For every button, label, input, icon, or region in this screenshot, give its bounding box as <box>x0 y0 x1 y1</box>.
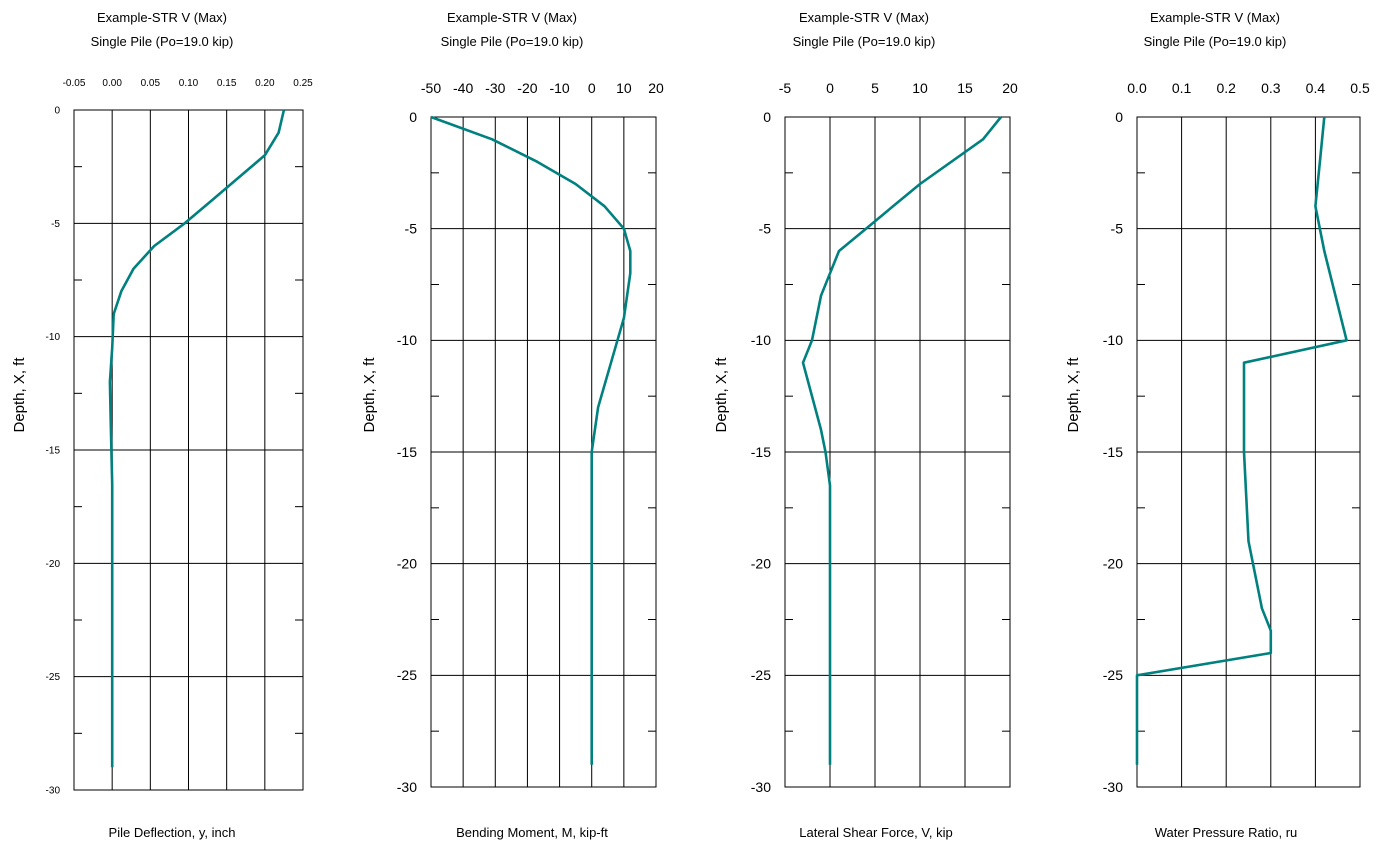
x-axis-label: Lateral Shear Force, V, kip <box>799 825 952 840</box>
chart-subtitle: Single Pile (Po=19.0 kip) <box>441 34 584 49</box>
x-tick-label: -30 <box>485 80 505 96</box>
plot-frame <box>430 116 657 788</box>
chart-panel-bending-moment: Example-STR V (Max) Single Pile (Po=19.0… <box>361 10 664 840</box>
plot-frame <box>784 116 1011 788</box>
chart-subtitle: Single Pile (Po=19.0 kip) <box>1144 34 1287 49</box>
x-tick-label: 20 <box>648 80 664 96</box>
x-tick-label: 0.00 <box>102 78 122 89</box>
y-tick-label: -20 <box>397 556 417 572</box>
series-line <box>108 109 286 768</box>
chart-panel-shear-force: Example-STR V (Max) Single Pile (Po=19.0… <box>713 10 1018 840</box>
x-tick-label: -20 <box>517 80 537 96</box>
y-axis-label: Depth, X, ft <box>713 357 730 433</box>
plot-frame <box>73 109 304 791</box>
chart-title: Example-STR V (Max) <box>447 10 577 25</box>
x-tick-label: 10 <box>616 80 632 96</box>
y-tick-label: 0 <box>54 106 60 117</box>
x-tick-label: -5 <box>779 80 792 96</box>
chart-subtitle: Single Pile (Po=19.0 kip) <box>91 34 234 49</box>
x-axis-label: Pile Deflection, y, inch <box>109 825 236 840</box>
y-tick-label: -10 <box>751 332 771 348</box>
chart-title: Example-STR V (Max) <box>799 10 929 25</box>
x-tick-label: 0.20 <box>255 78 275 89</box>
y-tick-label: -5 <box>759 221 772 237</box>
y-tick-label: -20 <box>1103 556 1123 572</box>
chart-panel-deflection: Example-STR V (Max) Single Pile (Po=19.0… <box>11 10 313 840</box>
y-tick-label: -15 <box>397 444 417 460</box>
y-tick-label: -5 <box>1111 221 1124 237</box>
y-tick-label: -20 <box>46 559 61 570</box>
series-line <box>1135 116 1348 765</box>
y-axis-label: Depth, X, ft <box>11 357 28 433</box>
y-tick-label: -30 <box>46 786 61 797</box>
y-tick-label: -10 <box>397 332 417 348</box>
x-axis-label: Bending Moment, M, kip-ft <box>456 825 608 840</box>
series-line <box>801 116 1003 765</box>
x-tick-label: 0.3 <box>1261 80 1281 96</box>
y-tick-label: -15 <box>1103 444 1123 460</box>
y-tick-label: 0 <box>409 109 417 125</box>
series-line <box>430 115 632 765</box>
x-tick-label: 0.25 <box>293 78 313 89</box>
x-tick-label: 0.15 <box>217 78 237 89</box>
x-tick-label: 0.1 <box>1172 80 1192 96</box>
y-axis-label: Depth, X, ft <box>1065 357 1082 433</box>
y-tick-label: -25 <box>397 667 417 683</box>
y-tick-label: -15 <box>751 444 771 460</box>
x-tick-label: 0.5 <box>1350 80 1370 96</box>
y-tick-label: -30 <box>1103 779 1123 795</box>
chart-title: Example-STR V (Max) <box>97 10 227 25</box>
x-tick-label: 15 <box>957 80 973 96</box>
y-tick-label: -5 <box>405 221 418 237</box>
x-tick-label: 0 <box>588 80 596 96</box>
x-tick-label: 0.05 <box>141 78 161 89</box>
y-tick-label: -20 <box>751 556 771 572</box>
chart-panel-water-pressure: Example-STR V (Max) Single Pile (Po=19.0… <box>1065 10 1370 840</box>
y-tick-label: -30 <box>751 779 771 795</box>
chart-title: Example-STR V (Max) <box>1150 10 1280 25</box>
x-tick-label: 0.10 <box>179 78 199 89</box>
y-tick-label: -30 <box>397 779 417 795</box>
y-tick-label: -15 <box>46 446 61 457</box>
x-axis-label: Water Pressure Ratio, ru <box>1155 825 1298 840</box>
x-tick-label: -50 <box>421 80 441 96</box>
x-tick-label: 0 <box>826 80 834 96</box>
chart-subtitle: Single Pile (Po=19.0 kip) <box>793 34 936 49</box>
x-tick-label: -40 <box>453 80 473 96</box>
y-tick-label: -5 <box>51 219 60 230</box>
x-tick-label: -0.05 <box>63 78 86 89</box>
x-tick-label: 10 <box>912 80 928 96</box>
x-tick-label: 20 <box>1002 80 1018 96</box>
x-tick-label: -10 <box>549 80 569 96</box>
x-tick-label: 0.2 <box>1216 80 1236 96</box>
y-tick-label: 0 <box>763 109 771 125</box>
x-tick-label: 5 <box>871 80 879 96</box>
y-tick-label: -10 <box>46 332 61 343</box>
x-tick-label: 0.0 <box>1127 80 1147 96</box>
y-tick-label: -25 <box>46 672 61 683</box>
y-tick-label: -25 <box>751 667 771 683</box>
x-tick-label: 0.4 <box>1306 80 1326 96</box>
y-tick-label: 0 <box>1115 109 1123 125</box>
y-tick-label: -10 <box>1103 332 1123 348</box>
y-axis-label: Depth, X, ft <box>361 357 378 433</box>
y-tick-label: -25 <box>1103 667 1123 683</box>
plot-frame <box>1136 116 1361 788</box>
